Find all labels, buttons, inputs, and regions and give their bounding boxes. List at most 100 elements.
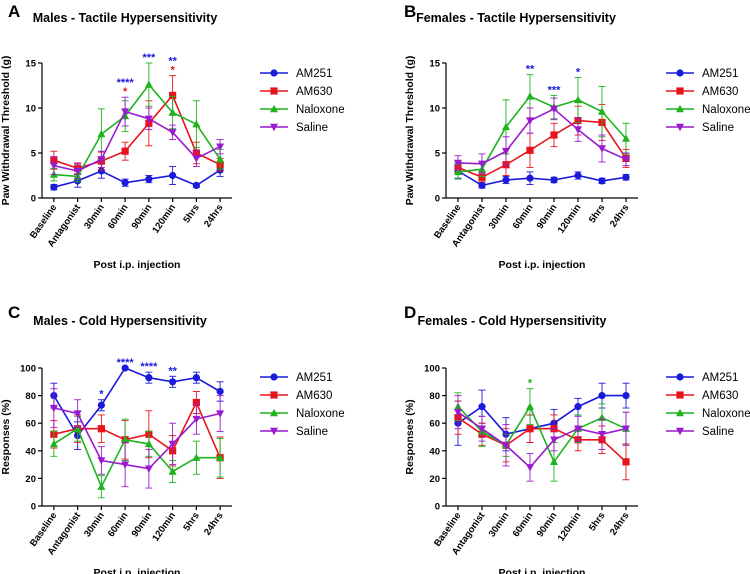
- data-point: [526, 146, 534, 154]
- series-line: [53, 407, 221, 470]
- data-point: [145, 374, 153, 382]
- data-point: [121, 108, 130, 116]
- data-point: [169, 378, 177, 386]
- legend-marker: [270, 104, 278, 113]
- data-point: [121, 147, 129, 155]
- y-tick-label: 100: [424, 364, 440, 375]
- data-point: [622, 134, 630, 142]
- y-tick-label: 0: [31, 502, 36, 513]
- legend-label: Saline: [702, 426, 734, 438]
- legend-marker: [676, 427, 684, 436]
- series-line: [457, 170, 627, 187]
- y-tick-label: 0: [31, 194, 36, 205]
- data-point: [97, 482, 106, 490]
- data-point: [454, 159, 462, 168]
- legend-label: Saline: [702, 122, 734, 134]
- legend-marker: [676, 408, 684, 417]
- legend-label: AM251: [702, 372, 738, 384]
- x-tick-label: 90min: [130, 202, 155, 231]
- data-point: [97, 401, 105, 409]
- chart-title: Males - Tactile Hypersensitivity: [33, 11, 218, 25]
- data-point: [168, 108, 177, 116]
- data-point: [550, 436, 558, 444]
- data-point: [73, 410, 82, 418]
- data-point: [478, 173, 486, 181]
- x-tick-label: 5hrs: [181, 510, 202, 533]
- data-point: [478, 425, 486, 433]
- data-point: [526, 117, 534, 125]
- y-tick-label: 60: [429, 419, 440, 430]
- data-point: [216, 387, 224, 396]
- panel-c: C Males - Cold Hypersensitivity 0 20 40 60 80 1…: [0, 303, 345, 574]
- legend-label: Naloxone: [296, 104, 345, 116]
- legend-marker: [270, 87, 278, 95]
- data-point: [168, 129, 177, 137]
- data-point: [97, 425, 105, 433]
- y-tick-label: 100: [20, 364, 36, 375]
- significance-marker: *: [123, 86, 128, 98]
- data-point: [598, 177, 606, 185]
- data-point: [550, 457, 558, 466]
- data-point: [169, 171, 177, 180]
- legend-marker: [676, 373, 684, 381]
- significance-marker: ****: [140, 361, 158, 373]
- data-point: [121, 179, 129, 187]
- significance-marker: ***: [548, 84, 562, 96]
- series-line: [53, 93, 221, 170]
- significance-marker: *: [170, 65, 175, 77]
- x-tick-label: 120min: [556, 202, 584, 235]
- data-point: [574, 126, 582, 134]
- data-point: [49, 439, 58, 448]
- data-point: [550, 176, 558, 184]
- y-axis-label: Responses (%): [404, 399, 416, 474]
- data-point: [97, 167, 105, 175]
- legend-marker: [270, 427, 278, 436]
- significance-marker: **: [168, 56, 177, 68]
- x-tick-label: 60min: [511, 202, 536, 231]
- legend-label: Saline: [296, 122, 328, 134]
- panel-letter: B: [404, 2, 416, 21]
- legend-marker: [676, 69, 684, 77]
- data-point: [502, 176, 510, 184]
- data-point: [622, 425, 630, 433]
- legend-label: Naloxone: [702, 104, 750, 116]
- legend-label: AM630: [702, 390, 738, 402]
- y-tick-label: 15: [429, 59, 440, 70]
- data-point: [144, 439, 153, 448]
- legend-label: AM630: [296, 86, 332, 98]
- data-point: [478, 403, 486, 411]
- x-tick-label: 5hrs: [587, 202, 608, 225]
- series-naloxone: [49, 415, 225, 499]
- data-point: [192, 415, 201, 424]
- data-point: [478, 160, 486, 168]
- legend-label: AM251: [296, 372, 332, 384]
- series-saline: [49, 96, 225, 179]
- data-point: [526, 425, 534, 433]
- legend-marker: [270, 69, 278, 77]
- series-am251: [50, 163, 224, 191]
- data-point: [168, 440, 177, 449]
- legend: AM251 AM630 Naloxone Saline: [666, 372, 750, 438]
- chart-title: Females - Tactile Hypersensitivity: [416, 11, 616, 25]
- y-tick-label: 15: [25, 59, 36, 70]
- y-axis-label: Responses (%): [0, 399, 12, 474]
- legend-marker: [676, 391, 684, 399]
- series-line: [53, 427, 221, 489]
- data-point: [502, 442, 510, 450]
- series-saline: [49, 388, 225, 489]
- x-tick-label: 120min: [150, 202, 178, 235]
- x-tick-label: 30min: [487, 202, 512, 231]
- series-saline: [454, 395, 630, 482]
- x-tick-label: 5hrs: [181, 202, 202, 225]
- data-point: [622, 458, 630, 466]
- data-point: [145, 175, 153, 183]
- data-point: [574, 171, 582, 180]
- data-point: [49, 162, 58, 170]
- data-point: [574, 95, 582, 104]
- x-tick-label: 90min: [535, 202, 560, 231]
- legend-marker: [270, 373, 278, 381]
- data-point: [73, 424, 82, 432]
- x-tick-label: 24hrs: [608, 202, 632, 229]
- x-axis-label: Post i.p. injection: [499, 259, 586, 271]
